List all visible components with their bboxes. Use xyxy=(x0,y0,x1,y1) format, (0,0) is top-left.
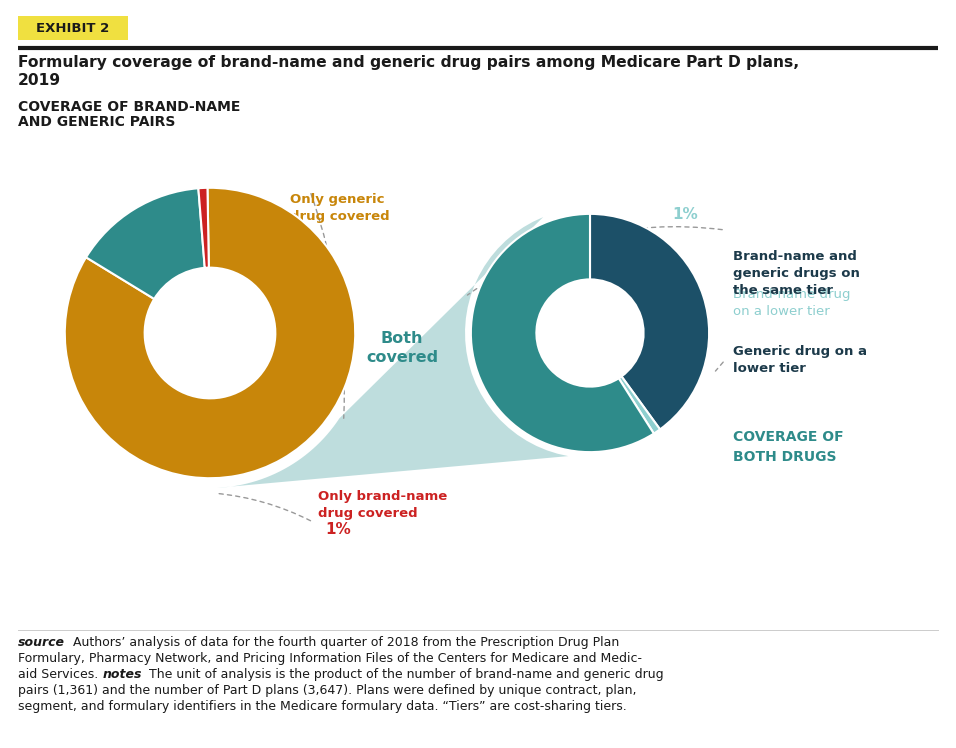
Text: Brand-name drug
on a lower tier: Brand-name drug on a lower tier xyxy=(733,288,851,318)
Text: EXHIBIT 2: EXHIBIT 2 xyxy=(36,22,110,34)
Text: Generic drug on a
lower tier: Generic drug on a lower tier xyxy=(733,345,867,375)
Text: Both
covered: Both covered xyxy=(366,331,438,366)
Text: The unit of analysis is the product of the number of brand-name and generic drug: The unit of analysis is the product of t… xyxy=(145,668,663,681)
Text: Only brand-name
drug covered: Only brand-name drug covered xyxy=(318,490,447,520)
Polygon shape xyxy=(217,217,568,488)
Text: Only generic
drug covered: Only generic drug covered xyxy=(290,193,390,223)
Text: Brand-name and
generic drugs on
the same tier: Brand-name and generic drugs on the same… xyxy=(733,250,859,297)
Text: Formulary, Pharmacy Network, and Pricing Information Files of the Centers for Me: Formulary, Pharmacy Network, and Pricing… xyxy=(18,652,642,665)
Wedge shape xyxy=(619,376,660,434)
Text: Formulary coverage of brand-name and generic drug pairs among Medicare Part D pl: Formulary coverage of brand-name and gen… xyxy=(18,55,799,70)
Text: pairs (1,361) and the number of Part D plans (3,647). Plans were defined by uniq: pairs (1,361) and the number of Part D p… xyxy=(18,684,637,697)
Text: segment, and formulary identifiers in the Medicare formulary data. “Tiers” are c: segment, and formulary identifiers in th… xyxy=(18,700,627,713)
Text: 2019: 2019 xyxy=(18,73,61,88)
Text: 59%: 59% xyxy=(481,298,524,316)
Text: 40%: 40% xyxy=(655,352,698,370)
Wedge shape xyxy=(590,214,709,429)
Text: 1%: 1% xyxy=(325,523,351,538)
Wedge shape xyxy=(65,188,356,478)
Text: 15%: 15% xyxy=(245,423,288,441)
Text: COVERAGE OF BRAND-NAME: COVERAGE OF BRAND-NAME xyxy=(18,100,240,114)
Text: COVERAGE OF
BOTH DRUGS: COVERAGE OF BOTH DRUGS xyxy=(733,430,843,464)
Text: 84%: 84% xyxy=(129,221,185,245)
FancyBboxPatch shape xyxy=(18,16,128,40)
Text: aid Services.: aid Services. xyxy=(18,668,102,681)
Text: 1%: 1% xyxy=(672,207,698,222)
Text: notes: notes xyxy=(103,668,142,681)
Wedge shape xyxy=(198,188,208,268)
Text: source: source xyxy=(18,636,65,649)
Wedge shape xyxy=(86,188,205,299)
Text: AND GENERIC PAIRS: AND GENERIC PAIRS xyxy=(18,115,175,129)
Wedge shape xyxy=(471,214,654,452)
Text: Authors’ analysis of data for the fourth quarter of 2018 from the Prescription D: Authors’ analysis of data for the fourth… xyxy=(73,636,619,649)
